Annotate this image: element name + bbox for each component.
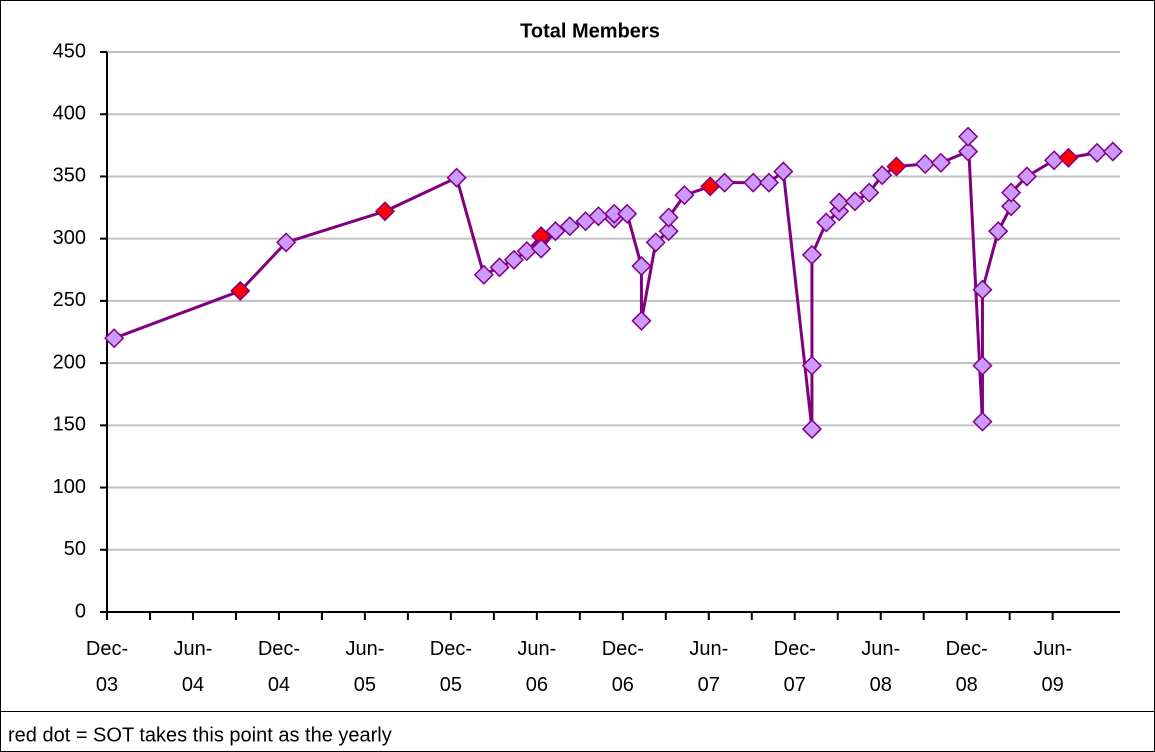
data-point [559,216,580,237]
data-point [773,161,794,182]
data-point [801,244,823,265]
data-point [1001,182,1022,203]
y-tick-label: 350 [53,165,86,187]
x-tick-label: Jun-06 [517,638,556,696]
chart-title: Total Members [520,20,660,42]
y-tick-label: 0 [75,600,86,622]
data-point [104,328,125,349]
data-point [714,172,735,193]
data-point [801,419,823,440]
data-point [230,280,251,301]
y-tick-label: 400 [53,103,86,125]
data-point [872,165,893,186]
data-point [658,221,679,242]
data-point [1087,142,1108,163]
data-point [859,182,880,203]
data-point [674,185,695,206]
y-tick-label: 100 [53,476,86,498]
data-point [1001,196,1022,217]
data-point [958,126,979,147]
data-point [446,167,467,188]
x-tick-label: Jun-07 [689,638,728,696]
data-point [1058,147,1079,168]
data-point [658,207,679,228]
data-point [645,232,666,253]
data-point [758,172,780,193]
data-point [503,249,524,270]
data-point [930,152,951,173]
y-tick-label: 50 [64,538,86,560]
y-tick-label: 300 [53,227,86,249]
y-tick-label: 450 [53,40,86,62]
x-tick-label: Jun-09 [1033,638,1072,696]
data-point [1102,141,1123,162]
x-tick-label: Jun-04 [174,638,213,696]
y-tick-label: 150 [53,414,86,436]
x-tick-label: Dec-08 [946,638,988,696]
data-point [988,221,1009,242]
data-point [958,141,979,162]
data-point [816,212,837,233]
data-point [489,257,510,278]
x-tick-label: Dec-05 [430,638,472,696]
data-point [1016,166,1037,187]
x-tick-label: Dec-07 [774,638,816,696]
data-point [972,279,993,300]
data-point [844,191,865,212]
x-tick-label: Dec-03 [86,638,128,696]
x-tick-label: Dec-06 [602,638,644,696]
data-point [473,264,494,285]
data-point [915,153,936,175]
data-point [801,355,823,376]
y-tick-label: 250 [53,289,86,311]
data-point [374,201,396,222]
data-point [276,232,297,253]
footnote: red dot = SOT takes this point as the ye… [8,724,392,746]
data-point [972,355,993,376]
x-tick-label: Dec-04 [258,638,300,696]
data-point [972,411,993,432]
data-point [545,221,566,242]
data-point [531,238,552,259]
data-point [631,255,652,277]
data-point [829,192,850,213]
data-point [631,310,652,331]
y-tick-label: 200 [53,351,86,373]
x-tick-label: Jun-05 [345,638,384,696]
data-point [886,156,907,177]
data-point [743,172,764,193]
data-point [617,203,638,224]
x-tick-label: Jun-08 [861,638,900,696]
data-point [588,206,609,227]
